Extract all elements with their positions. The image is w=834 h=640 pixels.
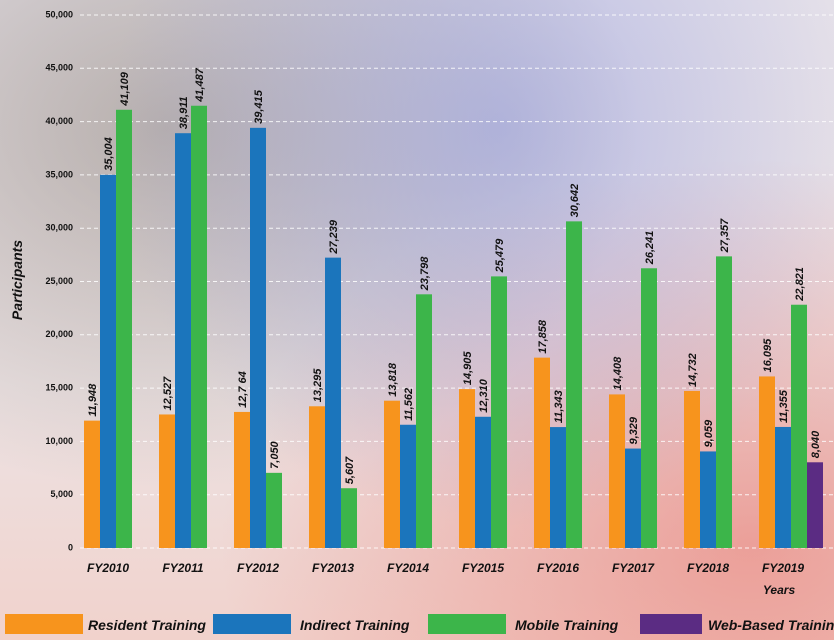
- bar: [759, 376, 775, 548]
- data-label: 12,527: [162, 376, 174, 411]
- bar: [309, 406, 325, 548]
- x-tick-label: FY2012: [237, 561, 279, 575]
- data-label: 39,415: [253, 89, 265, 124]
- bar: [84, 420, 100, 548]
- legend-label: Resident Training: [88, 617, 206, 633]
- bar: [609, 394, 625, 548]
- x-tick-label: FY2013: [312, 561, 354, 575]
- data-label: 17,858: [537, 319, 549, 354]
- bar: [266, 472, 282, 548]
- data-label: 13,295: [312, 368, 324, 403]
- bar: [534, 357, 550, 548]
- data-label: 14,905: [462, 351, 474, 386]
- data-label: 14,732: [687, 353, 699, 387]
- y-tick-label: 45,000: [45, 63, 73, 73]
- data-label: 8,040: [810, 430, 822, 458]
- bar: [400, 424, 416, 548]
- data-label: 12,7 64: [237, 371, 249, 408]
- bar: [341, 488, 357, 548]
- data-label: 11,562: [403, 388, 415, 421]
- legend-swatch: [5, 614, 83, 634]
- data-label: 11,948: [87, 383, 99, 417]
- data-label: 7,050: [269, 440, 281, 468]
- bar: [116, 109, 132, 548]
- y-tick-label: 10,000: [45, 436, 73, 446]
- data-label: 23,798: [419, 256, 431, 292]
- bar: [159, 414, 175, 548]
- bar: [475, 416, 491, 548]
- bar: [566, 221, 582, 549]
- x-tick-label: FY2014: [387, 561, 429, 575]
- y-axis-title: Participants: [9, 240, 25, 320]
- x-tick-label: FY2016: [537, 561, 579, 575]
- legend-label: Mobile Training: [515, 617, 619, 633]
- data-label: 5,607: [344, 456, 356, 484]
- bar: [384, 400, 400, 548]
- x-tick-label: FY2015: [462, 561, 504, 575]
- y-tick-label: 35,000: [45, 169, 73, 179]
- y-tick-label: 25,000: [45, 276, 73, 286]
- data-label: 13,818: [387, 362, 399, 397]
- bar: [791, 304, 807, 548]
- data-label: 25,479: [494, 238, 506, 274]
- bar: [459, 389, 475, 548]
- bar: [716, 256, 732, 548]
- legend-swatch: [640, 614, 702, 634]
- data-label: 9,329: [628, 416, 640, 444]
- x-tick-label: FY2011: [162, 561, 203, 575]
- data-label: 14,408: [612, 356, 624, 391]
- data-label: 11,355: [778, 389, 790, 423]
- bar: [550, 427, 566, 548]
- bar: [234, 411, 250, 548]
- bar: [807, 462, 823, 548]
- bar: [191, 105, 207, 548]
- x-tick-label: FY2010: [87, 561, 129, 575]
- bar: [175, 133, 191, 548]
- legend-label: Web-Based Training: [708, 617, 834, 633]
- bar: [325, 257, 341, 548]
- x-tick-label: FY2017: [612, 561, 655, 575]
- y-tick-label: 40,000: [45, 116, 73, 126]
- data-label: 41,109: [119, 71, 131, 107]
- x-tick-label: FY2018: [687, 561, 729, 575]
- data-label: 30,642: [569, 184, 581, 218]
- y-tick-label: 5,000: [50, 489, 73, 499]
- y-tick-label: 50,000: [45, 9, 73, 19]
- legend-swatch: [213, 614, 291, 634]
- data-label: 12,310: [478, 378, 490, 413]
- data-label: 11,343: [553, 390, 565, 423]
- data-label: 22,821: [794, 267, 806, 302]
- legend-swatch: [428, 614, 506, 634]
- bar: [250, 127, 266, 549]
- bar: [700, 451, 716, 548]
- y-tick-label: 15,000: [45, 382, 73, 392]
- x-axis-title: Years: [763, 583, 796, 597]
- data-label: 26,241: [644, 231, 656, 266]
- data-label: 41,487: [194, 67, 206, 103]
- data-label: 16,095: [762, 338, 774, 373]
- bar: [491, 276, 507, 548]
- y-tick-label: 20,000: [45, 329, 73, 339]
- y-tick-label: 30,000: [45, 223, 73, 233]
- data-label: 27,239: [328, 219, 340, 255]
- x-tick-label: FY2019: [762, 561, 804, 575]
- data-label: 27,357: [719, 218, 731, 254]
- bar: [684, 390, 700, 548]
- data-label: 38,911: [178, 96, 190, 129]
- y-tick-label: 0: [68, 542, 73, 552]
- bar: [641, 268, 657, 548]
- bar: [625, 448, 641, 548]
- legend-label: Indirect Training: [300, 617, 410, 633]
- data-label: 35,004: [103, 137, 115, 171]
- bar: [775, 426, 791, 548]
- bar: [416, 294, 432, 548]
- data-label: 9,059: [703, 419, 715, 447]
- bar: [100, 174, 116, 548]
